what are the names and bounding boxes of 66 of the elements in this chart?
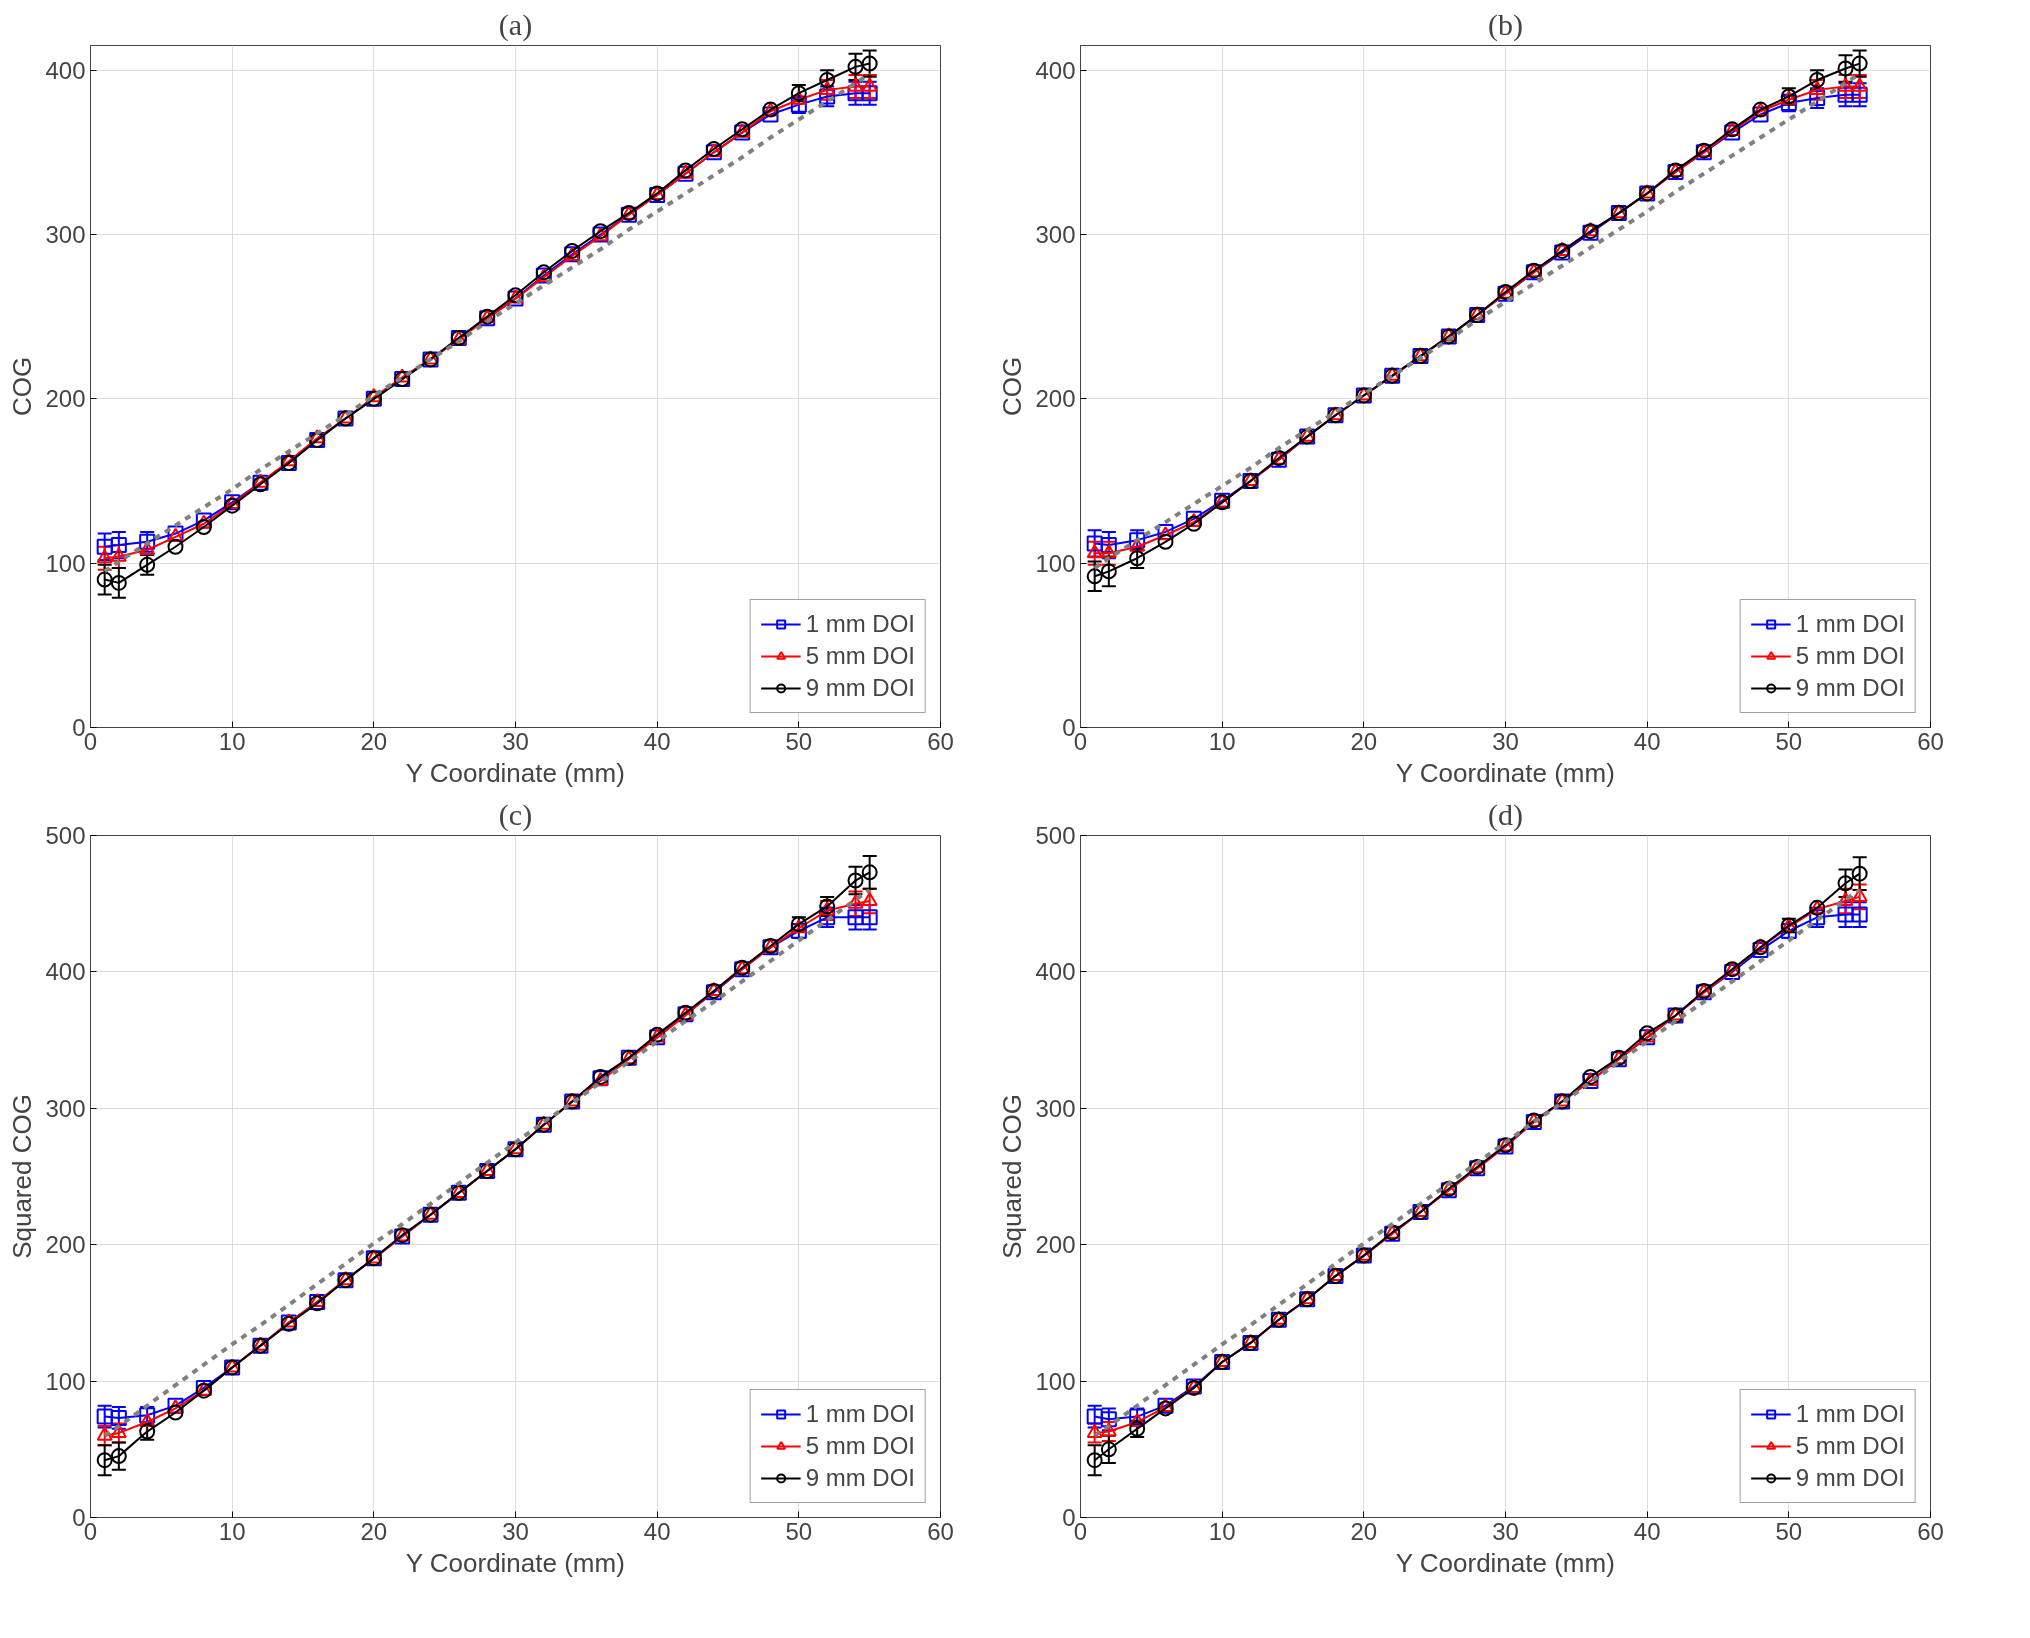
legend-label: 9 mm DOI (1795, 1464, 1905, 1492)
y-tick-label: 300 (1035, 220, 1076, 248)
x-tick-label: 30 (1492, 1517, 1519, 1545)
x-tick-label: 40 (643, 727, 671, 755)
x-tick-label: 20 (360, 1517, 388, 1545)
legend-label: 5 mm DOI (805, 642, 915, 670)
legend-label: 5 mm DOI (805, 1432, 915, 1460)
y-tick-label: 100 (1035, 1367, 1076, 1395)
y-tick-label: 100 (45, 549, 86, 577)
x-tick-label: 20 (1350, 727, 1378, 755)
chart-title: (a) (498, 7, 533, 42)
x-tick-label: 60 (1917, 1517, 1944, 1545)
y-tick-label: 100 (45, 1367, 86, 1395)
legend-label: 5 mm DOI (1795, 642, 1905, 670)
x-tick-label: 60 (927, 1517, 954, 1545)
x-tick-label: 40 (1633, 1517, 1661, 1545)
legend-label: 5 mm DOI (1795, 1432, 1905, 1460)
legend-label: 1 mm DOI (1795, 1400, 1905, 1428)
legend-label: 1 mm DOI (1795, 610, 1905, 638)
y-axis-title: Squared COG (997, 1094, 1028, 1259)
x-tick-label: 60 (927, 727, 954, 755)
x-tick-label: 20 (1350, 1517, 1378, 1545)
x-axis-title: Y Coordinate (mm) (1395, 1547, 1615, 1578)
y-tick-label: 200 (1035, 1231, 1076, 1259)
y-tick-label: 200 (45, 385, 86, 413)
x-tick-label: 30 (502, 1517, 529, 1545)
y-tick-label: 100 (1035, 549, 1076, 577)
x-tick-label: 10 (1208, 1517, 1236, 1545)
legend-label: 9 mm DOI (1795, 674, 1905, 702)
x-tick-label: 50 (785, 1517, 813, 1545)
x-tick-label: 60 (1917, 727, 1944, 755)
x-tick-label: 40 (643, 1517, 671, 1545)
y-tick-label: 400 (45, 958, 86, 986)
y-tick-label: 400 (1035, 56, 1076, 84)
y-tick-label: 300 (45, 220, 86, 248)
y-tick-label: 400 (45, 56, 86, 84)
y-tick-label: 200 (45, 1231, 86, 1259)
x-tick-label: 20 (360, 727, 388, 755)
y-axis-title: COG (7, 356, 38, 417)
legend-label: 1 mm DOI (805, 1400, 915, 1428)
x-tick-label: 10 (218, 727, 246, 755)
x-axis-title: Y Coordinate (mm) (405, 1547, 625, 1578)
chart-title: (c) (498, 797, 533, 832)
legend-label: 9 mm DOI (805, 674, 915, 702)
y-tick-label: 400 (1035, 958, 1076, 986)
y-tick-label: 300 (1035, 1094, 1076, 1122)
y-axis-title: Squared COG (7, 1094, 38, 1259)
x-tick-label: 30 (1492, 727, 1519, 755)
chart-title: (d) (1488, 797, 1523, 832)
y-axis-title: COG (997, 356, 1028, 417)
y-tick-label: 300 (45, 1094, 86, 1122)
y-tick-label: 500 (1035, 822, 1076, 849)
legend-label: 9 mm DOI (805, 1464, 915, 1492)
y-tick-label: 200 (1035, 385, 1076, 413)
y-tick-label: 500 (45, 822, 86, 849)
x-tick-label: 30 (502, 727, 529, 755)
x-tick-label: 10 (1208, 727, 1236, 755)
chart-title: (b) (1488, 7, 1523, 42)
x-axis-title: Y Coordinate (mm) (1395, 757, 1615, 788)
x-tick-label: 40 (1633, 727, 1661, 755)
x-axis-title: Y Coordinate (mm) (405, 757, 625, 788)
x-tick-label: 10 (218, 1517, 246, 1545)
x-tick-label: 50 (1775, 727, 1803, 755)
x-tick-label: 50 (1775, 1517, 1803, 1545)
legend-label: 1 mm DOI (805, 610, 915, 638)
x-tick-label: 50 (785, 727, 813, 755)
